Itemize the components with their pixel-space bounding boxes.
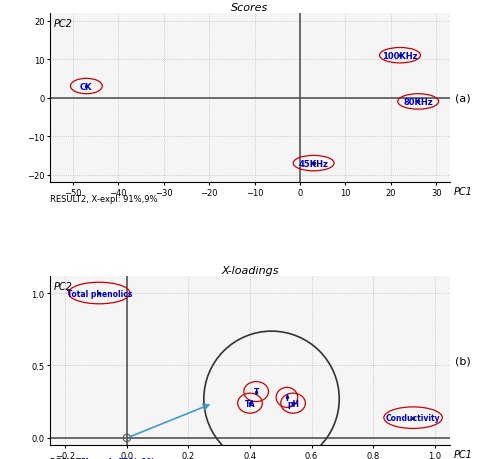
Text: T: T xyxy=(254,387,259,396)
Title: X-loadings: X-loadings xyxy=(221,265,279,275)
Text: 45KHz: 45KHz xyxy=(298,159,328,168)
Text: Total phenolics: Total phenolics xyxy=(66,289,132,298)
Text: PC2: PC2 xyxy=(54,19,73,29)
Text: TA: TA xyxy=(244,399,256,408)
Text: RESULT2,: RESULT2, xyxy=(50,457,92,459)
Text: I: I xyxy=(286,393,288,402)
Title: Scores: Scores xyxy=(232,3,268,13)
Text: pH: pH xyxy=(287,399,299,408)
Text: X-expl: 91%,9%: X-expl: 91%,9% xyxy=(82,457,156,459)
Text: PC1: PC1 xyxy=(454,186,473,196)
Text: PC2: PC2 xyxy=(54,281,73,291)
Text: CK: CK xyxy=(80,82,92,91)
Text: RESULT2, X-expl: 91%,9%: RESULT2, X-expl: 91%,9% xyxy=(50,195,158,203)
Text: Conductivity: Conductivity xyxy=(386,413,440,422)
Text: (b): (b) xyxy=(455,356,471,366)
Text: 100KHz: 100KHz xyxy=(382,51,418,61)
Text: PC1: PC1 xyxy=(454,448,473,459)
Text: 80KHz: 80KHz xyxy=(404,98,433,106)
Text: (a): (a) xyxy=(455,93,470,103)
